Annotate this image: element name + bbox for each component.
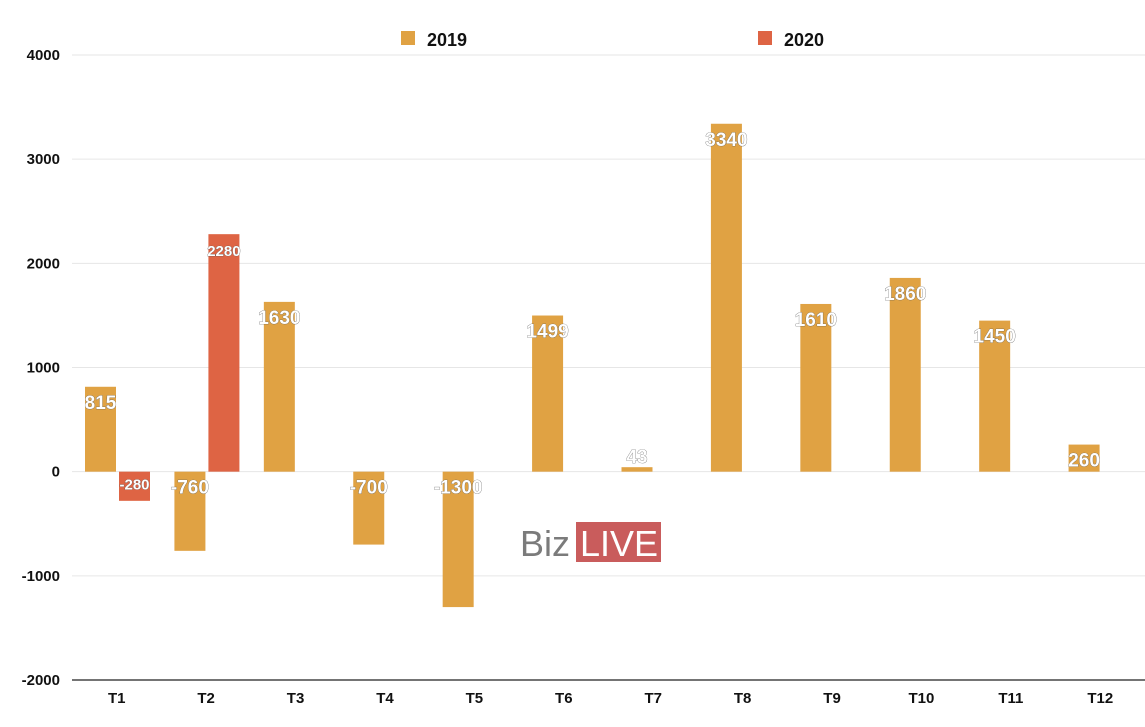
- data-labels: 815 -280 -760 2280 1630 -700 -1300 1499 43 3340 16…: [84, 129, 1100, 499]
- x-tick-label: T7: [644, 690, 662, 707]
- legend-label-2019: 2019: [427, 30, 467, 50]
- bar-2019-T1: [85, 386, 116, 472]
- data-label-2019-T9: 1610: [795, 310, 837, 331]
- watermark-live-text: LIVE: [580, 523, 658, 564]
- data-label-2019-T12: 260: [1068, 451, 1100, 472]
- x-tick-label: T4: [376, 690, 394, 707]
- watermark-biz-text: Biz: [520, 523, 570, 564]
- y-tick-label: 4000: [27, 47, 60, 64]
- data-label-2020-T2: 2280: [207, 243, 240, 260]
- watermark-live-box: [576, 522, 661, 562]
- x-tick-label: T5: [466, 690, 484, 707]
- bar-2020-T2: [208, 234, 240, 472]
- grid-lines: [72, 54, 1145, 681]
- bar-2019-T4: [353, 471, 385, 545]
- bar-2019-T6: [532, 315, 564, 472]
- x-tick-label: T2: [197, 690, 215, 707]
- y-tick-label: 0: [52, 464, 60, 481]
- bar-2020-T1: [119, 471, 150, 501]
- x-tick-label: T3: [287, 690, 305, 707]
- data-label-2019-T8: 3340: [705, 130, 747, 151]
- data-label-2019-T1: 815: [85, 393, 117, 414]
- bar-2019-T9: [800, 303, 832, 472]
- bar-2019-T12: [1068, 444, 1100, 472]
- data-label-2019-T6: 1499: [526, 322, 568, 343]
- data-label-2019-T3: 1630: [258, 308, 300, 329]
- data-label-2019-T4: -700: [350, 478, 388, 499]
- bar-2019-T2: [174, 471, 206, 551]
- x-tick-label: T9: [823, 690, 841, 707]
- data-label-2019-T11: 1450: [974, 327, 1016, 348]
- y-axis: -2000 -1000 0 1000 2000 3000 4000: [22, 47, 60, 689]
- legend-swatch-2020: [758, 31, 772, 45]
- data-label-2019-T10: 1860: [884, 284, 926, 305]
- data-label-2019-T7: 43: [626, 447, 647, 468]
- data-label-2019-T5: -1300: [434, 478, 483, 499]
- bar-2019-T5: [442, 471, 474, 608]
- bar-2019-T8: [710, 123, 742, 472]
- legend-label-2020: 2020: [784, 30, 824, 50]
- x-tick-label: T6: [555, 690, 573, 707]
- legend: 2019 2020: [401, 30, 824, 50]
- legend-swatch-2019: [401, 31, 415, 45]
- y-tick-label: 1000: [27, 360, 60, 377]
- x-axis: T1 T2 T3 T4 T5 T6 T7 T8 T9 T10 T11 T12: [72, 679, 1145, 707]
- y-tick-label: -2000: [22, 672, 60, 689]
- x-tick-label: T1: [108, 690, 126, 707]
- data-label-2020-T1: -280: [119, 477, 149, 494]
- x-tick-label: T10: [909, 690, 935, 707]
- x-tick-label: T11: [998, 690, 1023, 707]
- bars: [85, 123, 1100, 608]
- y-tick-label: 3000: [27, 151, 60, 168]
- bar-2019-T10: [889, 277, 921, 472]
- y-tick-label: 2000: [27, 255, 60, 272]
- bizlive-watermark: Biz LIVE: [520, 522, 661, 564]
- bar-2019-T11: [979, 320, 1011, 472]
- bar-2019-T3: [263, 301, 295, 472]
- x-tick-label: T8: [734, 690, 752, 707]
- bar-2019-T7: [621, 467, 653, 472]
- y-tick-label: -1000: [22, 568, 60, 585]
- data-label-2019-T2: -760: [171, 478, 209, 499]
- x-tick-label: T12: [1087, 690, 1113, 707]
